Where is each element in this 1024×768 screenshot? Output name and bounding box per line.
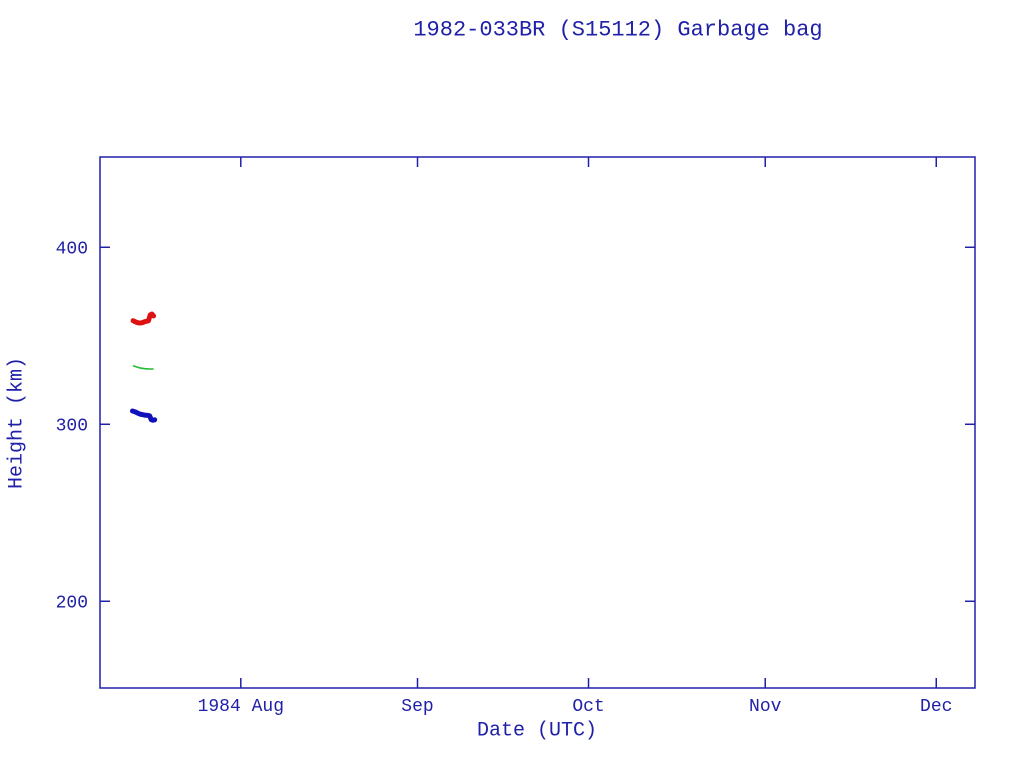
x-tick-label: Sep <box>401 697 433 717</box>
chart-title: 1982-033BR (S15112) Garbage bag <box>413 17 823 43</box>
apogee-height-series <box>130 311 157 326</box>
y-tick-label: 400 <box>56 239 88 259</box>
axes-frame <box>99 156 976 689</box>
x-tick-label: Nov <box>749 697 782 717</box>
x-tick-label: Oct <box>572 697 604 717</box>
y-tick-label: 200 <box>56 593 88 613</box>
x-axis-label: Date (UTC) <box>476 719 598 743</box>
x-tick-label: Dec <box>920 697 952 717</box>
x-tick-label: 1984 Aug <box>198 697 284 717</box>
y-axis-label: Height (km) <box>5 356 29 490</box>
mean-height-series <box>132 365 154 370</box>
y-tick-label: 300 <box>56 416 88 436</box>
perigee-height-series <box>130 408 158 423</box>
